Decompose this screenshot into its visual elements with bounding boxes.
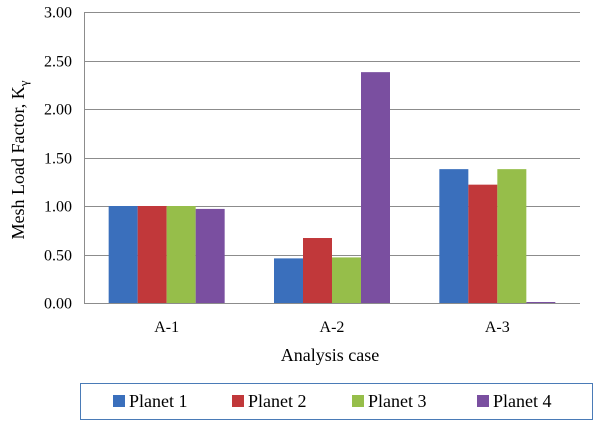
legend-label: Planet 1	[129, 391, 188, 411]
y-tick-label: 1.50	[44, 151, 72, 168]
legend-box	[80, 383, 593, 420]
y-tick-label: 2.50	[44, 54, 72, 71]
x-tick-label: A-3	[485, 319, 510, 336]
legend-swatch-planet-4	[477, 395, 489, 407]
legend-swatch-planet-3	[352, 395, 364, 407]
x-tick-label: A-1	[154, 319, 179, 336]
legend-label: Planet 4	[493, 391, 552, 411]
bar-planet-4-a-3	[526, 302, 556, 303]
y-tick-label: 0.50	[44, 248, 72, 265]
bar-planet-1-a-2	[274, 258, 303, 303]
y-tick-label: 0.00	[44, 296, 72, 313]
bar-planet-3-a-1	[166, 206, 196, 303]
tick-labels: 0.00 0.50 1.00 1.50 2.00 2.50 3.00 A-1 A-2 A-3	[44, 5, 510, 337]
legend-label: Planet 2	[248, 391, 307, 411]
x-axis-title: Analysis case	[281, 345, 379, 365]
x-tick-label: A-2	[320, 319, 345, 336]
legend: Planet 1 Planet 2 Planet 3 Planet 4	[80, 383, 593, 420]
bar-planet-1-a-1	[108, 206, 138, 303]
y-tick-label: 2.00	[44, 102, 72, 119]
bar-planet-4-a-1	[195, 208, 225, 303]
legend-label: Planet 3	[368, 391, 427, 411]
bar-planet-3-a-3	[497, 169, 527, 303]
legend-swatch-planet-1	[113, 395, 125, 407]
y-tick-label: 3.00	[44, 5, 72, 22]
bar-planet-2-a-2	[303, 238, 332, 303]
bar-planet-3-a-2	[332, 257, 361, 303]
bar-planet-1-a-3	[439, 169, 469, 303]
bar-planet-4-a-2	[361, 72, 390, 303]
y-tick-label: 1.00	[44, 199, 72, 216]
bar-planet-2-a-3	[468, 184, 498, 303]
y-axis-title-subscript: γ	[16, 80, 31, 87]
axes	[84, 12, 580, 304]
y-axis-title: Mesh Load Factor, Kγ	[8, 80, 31, 239]
bar-planet-2-a-1	[137, 206, 167, 303]
bars	[108, 72, 556, 303]
legend-swatch-planet-2	[232, 395, 244, 407]
